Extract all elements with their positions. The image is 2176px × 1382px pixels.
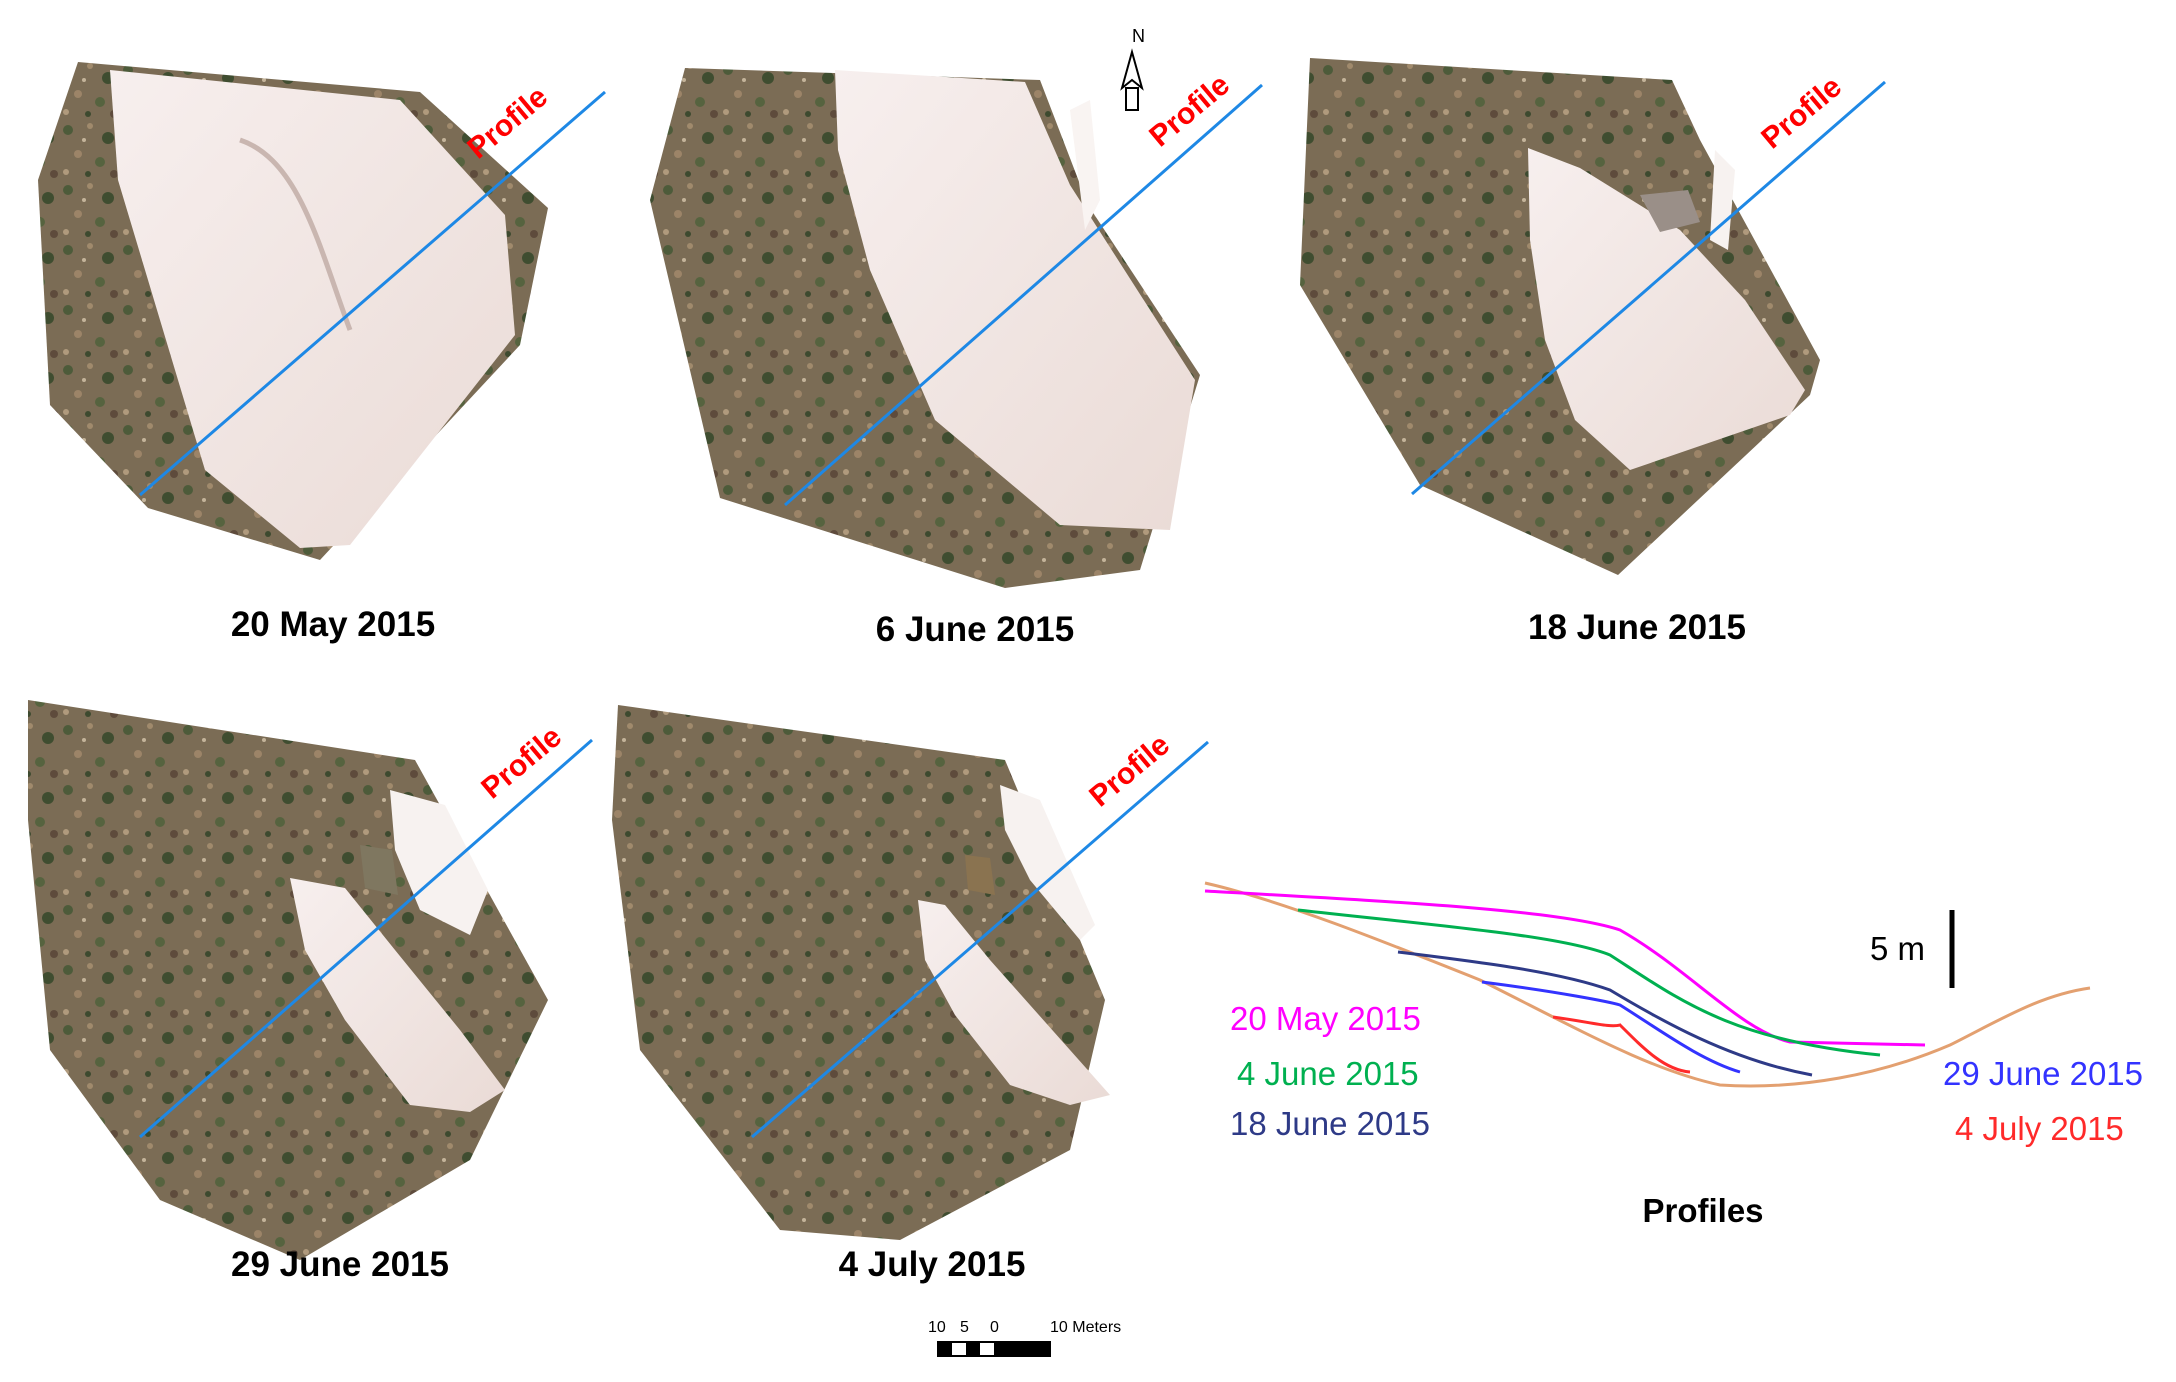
north-arrow: N [1120, 26, 1145, 111]
profile-label: Profile [1755, 70, 1848, 155]
scale-tick-10-meters: 10 Meters [1050, 1319, 1121, 1336]
profiles-diagram: 5 m [1204, 881, 2091, 1088]
snow-patch [1528, 148, 1805, 470]
snow-patch [835, 70, 1195, 530]
scale-tick-0: 0 [990, 1319, 999, 1336]
map-panel-4-july: Profile [612, 705, 1209, 1240]
profile-label: Profile [461, 80, 554, 165]
snow-remnant [1000, 785, 1095, 940]
scale-bar-segment [966, 1342, 980, 1356]
panel-date-6-june: 6 June 2015 [875, 610, 1075, 649]
map-panel-6-june: Profile [650, 68, 1263, 588]
profile-20-may-line [1204, 889, 1926, 1047]
snow-streak [1070, 100, 1100, 230]
map-panel-29-june: Profile [28, 700, 593, 1260]
scale-bar-segment [938, 1342, 952, 1356]
panel-date-18-june: 18 June 2015 [1528, 608, 1746, 647]
meltwater-pond [1640, 190, 1700, 232]
profile-line [784, 83, 1263, 507]
scale-tick-10-left: 10 [928, 1319, 946, 1336]
panel-date-4-july: 4 July 2015 [838, 1245, 1026, 1284]
profiles-title: Profiles [1642, 1192, 1764, 1229]
profile-4-june-line [1297, 908, 1881, 1057]
terrain-area [28, 700, 548, 1260]
north-label: N [1132, 26, 1145, 46]
scale-bar-segment [994, 1342, 1050, 1356]
north-arrow-base [1125, 87, 1139, 111]
profile-4-july-line [1552, 1015, 1691, 1074]
panel-date-29-june: 29 June 2015 [231, 1245, 449, 1284]
ground-profile-line [1204, 881, 2091, 1088]
legend-4-july: 4 July 2015 [1955, 1110, 2124, 1147]
profile-label: Profile [475, 720, 568, 805]
snow-crease [239, 137, 353, 331]
legend-4-june: 4 June 2015 [1237, 1055, 1419, 1092]
profile-label: Profile [1083, 728, 1176, 813]
legend-20-may: 20 May 2015 [1230, 1000, 1421, 1037]
legend-29-june: 29 June 2015 [1943, 1055, 2144, 1092]
snow-remnant [390, 790, 488, 935]
map-panel-18-june: Profile [1300, 58, 1886, 575]
scale-tick-5: 5 [960, 1319, 969, 1336]
panel-date-20-may: 20 May 2015 [230, 605, 436, 644]
north-arrow-icon [1120, 48, 1144, 91]
profile-line [751, 740, 1209, 1139]
meltwater-pond [360, 845, 398, 895]
profile-line [1411, 80, 1886, 496]
profile-label: Profile [1143, 68, 1236, 153]
snow-patch [110, 70, 515, 548]
snow-remnant [1710, 150, 1735, 250]
profile-18-june-line [1397, 950, 1813, 1077]
map-panel-20-may: Profile [38, 62, 606, 560]
profile-line [139, 90, 606, 497]
vertical-scale-label: 5 m [1870, 930, 1925, 967]
legend-18-june: 18 June 2015 [1230, 1105, 1431, 1142]
map-scale-bar: 10 5 0 10 Meters [928, 1319, 1121, 1357]
profile-line [139, 738, 593, 1139]
snow-patch [290, 878, 505, 1112]
meltwater-pond [965, 855, 995, 895]
profile-29-june-line [1481, 980, 1741, 1074]
terrain-area [612, 705, 1105, 1240]
